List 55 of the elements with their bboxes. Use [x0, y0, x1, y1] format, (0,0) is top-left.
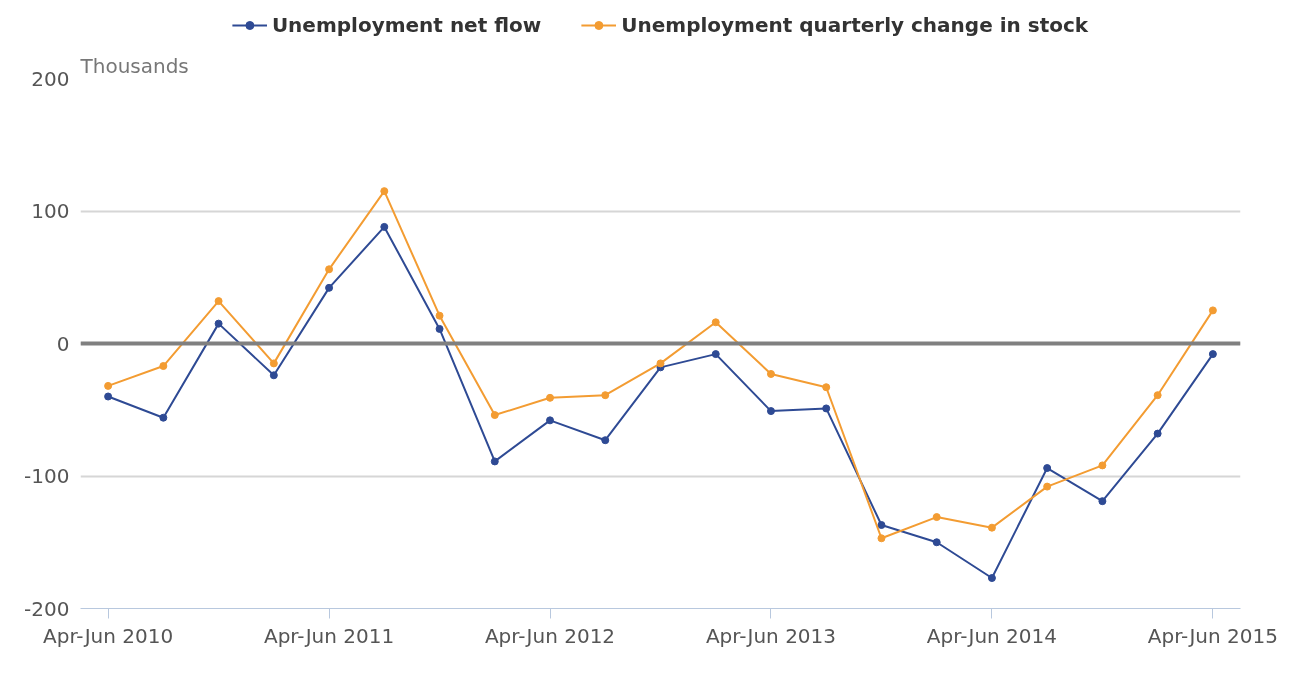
point [987, 574, 996, 583]
point [601, 436, 610, 445]
point [711, 350, 720, 359]
point [546, 393, 555, 402]
y-tick-label: 100 [31, 199, 70, 223]
point [822, 383, 831, 392]
point [1043, 464, 1052, 473]
point [104, 381, 113, 390]
x-tick-label: Apr-Jun 2010 [43, 623, 174, 648]
point [214, 319, 223, 328]
point [380, 222, 389, 231]
y-tick-label: -200 [24, 596, 70, 621]
x-tick-label: Apr-Jun 2015 [1147, 623, 1278, 648]
point [214, 297, 223, 306]
point [877, 521, 886, 530]
point [435, 324, 444, 333]
point [1153, 429, 1162, 438]
x-tick-label: Apr-Jun 2012 [484, 623, 616, 648]
point [325, 283, 334, 292]
point [546, 416, 555, 425]
y-axis-title: Thousands [79, 53, 189, 78]
point [1043, 482, 1052, 491]
point [1098, 497, 1107, 506]
point [877, 534, 886, 543]
point [435, 311, 444, 320]
x-tick-label: Apr-Jun 2011 [263, 623, 395, 648]
point [269, 359, 278, 368]
point [159, 413, 168, 422]
point [159, 362, 168, 371]
point [1208, 350, 1217, 359]
point [490, 411, 499, 420]
legend-label: Unemployment quarterly change in stock [621, 13, 1089, 37]
point [932, 538, 941, 547]
point [325, 265, 334, 274]
point [269, 371, 278, 380]
legend-label: Unemployment net flow [271, 13, 542, 37]
y-tick-label: -100 [24, 464, 70, 488]
point [1098, 461, 1107, 470]
point [711, 318, 720, 327]
point [822, 404, 831, 413]
point [380, 187, 389, 196]
point [656, 359, 665, 368]
point [601, 391, 610, 400]
x-tick-label: Apr-Jun 2014 [926, 623, 1058, 648]
point [932, 513, 941, 522]
point [766, 369, 775, 378]
x-tick-label: Apr-Jun 2013 [705, 623, 837, 648]
point [1208, 306, 1217, 315]
point [987, 523, 996, 532]
point [766, 407, 775, 416]
y-tick-label: 200 [31, 66, 70, 91]
y-tick-label: 0 [56, 331, 70, 356]
point [490, 457, 499, 466]
point [104, 392, 113, 401]
point [1153, 391, 1162, 400]
